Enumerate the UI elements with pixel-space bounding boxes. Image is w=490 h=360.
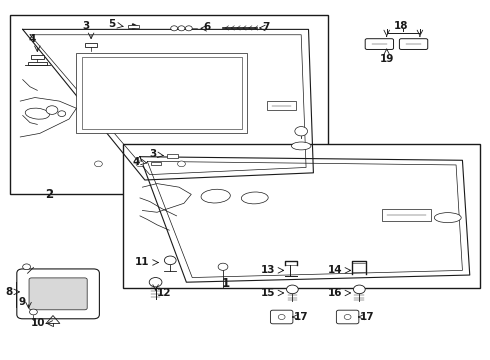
FancyBboxPatch shape bbox=[29, 278, 87, 310]
Bar bbox=[123, 144, 480, 288]
Bar bbox=[128, 25, 140, 28]
Text: 1: 1 bbox=[221, 278, 229, 291]
Ellipse shape bbox=[25, 108, 49, 119]
Circle shape bbox=[136, 161, 144, 167]
Text: 2: 2 bbox=[46, 188, 53, 201]
FancyBboxPatch shape bbox=[399, 39, 428, 49]
Bar bbox=[82, 57, 242, 129]
Bar bbox=[10, 15, 328, 194]
FancyBboxPatch shape bbox=[365, 39, 393, 49]
FancyBboxPatch shape bbox=[270, 310, 293, 324]
Circle shape bbox=[46, 106, 58, 114]
Text: 14: 14 bbox=[328, 265, 343, 275]
Text: 18: 18 bbox=[394, 21, 409, 31]
Circle shape bbox=[171, 26, 177, 31]
Text: 9: 9 bbox=[19, 297, 26, 307]
Circle shape bbox=[95, 161, 102, 167]
Bar bbox=[267, 101, 296, 110]
Circle shape bbox=[23, 264, 30, 270]
Circle shape bbox=[177, 161, 185, 167]
Bar bbox=[167, 154, 178, 158]
Circle shape bbox=[178, 26, 185, 31]
Bar bbox=[31, 55, 44, 59]
Text: 6: 6 bbox=[203, 22, 211, 32]
Circle shape bbox=[287, 285, 298, 294]
Text: 7: 7 bbox=[262, 22, 270, 32]
Circle shape bbox=[295, 127, 308, 136]
Bar bbox=[85, 43, 97, 47]
FancyBboxPatch shape bbox=[336, 310, 359, 324]
Ellipse shape bbox=[201, 189, 230, 203]
Text: 16: 16 bbox=[328, 288, 343, 298]
Circle shape bbox=[58, 111, 66, 117]
FancyBboxPatch shape bbox=[17, 269, 99, 319]
Text: 4: 4 bbox=[29, 35, 36, 44]
Circle shape bbox=[185, 26, 192, 31]
Text: 15: 15 bbox=[261, 288, 276, 298]
Text: 8: 8 bbox=[6, 287, 13, 297]
Text: 17: 17 bbox=[360, 312, 374, 322]
Text: 12: 12 bbox=[157, 288, 171, 298]
Circle shape bbox=[278, 315, 285, 319]
Ellipse shape bbox=[242, 192, 268, 204]
Text: 5: 5 bbox=[108, 19, 116, 30]
Text: 4: 4 bbox=[133, 157, 140, 167]
Circle shape bbox=[164, 256, 176, 265]
Text: 19: 19 bbox=[380, 54, 394, 64]
Bar bbox=[27, 62, 47, 65]
Text: 10: 10 bbox=[31, 319, 46, 328]
Circle shape bbox=[353, 285, 365, 294]
Text: 3: 3 bbox=[83, 21, 90, 31]
Text: 11: 11 bbox=[135, 257, 150, 267]
Circle shape bbox=[149, 278, 162, 287]
Bar bbox=[151, 162, 161, 165]
Bar bbox=[382, 209, 431, 221]
Text: 17: 17 bbox=[294, 312, 309, 322]
Ellipse shape bbox=[434, 213, 461, 223]
Circle shape bbox=[218, 263, 228, 270]
Circle shape bbox=[344, 315, 351, 319]
Ellipse shape bbox=[292, 142, 311, 150]
Text: 3: 3 bbox=[150, 149, 157, 159]
Circle shape bbox=[29, 309, 37, 315]
Text: 13: 13 bbox=[261, 265, 276, 275]
Bar bbox=[76, 53, 247, 134]
